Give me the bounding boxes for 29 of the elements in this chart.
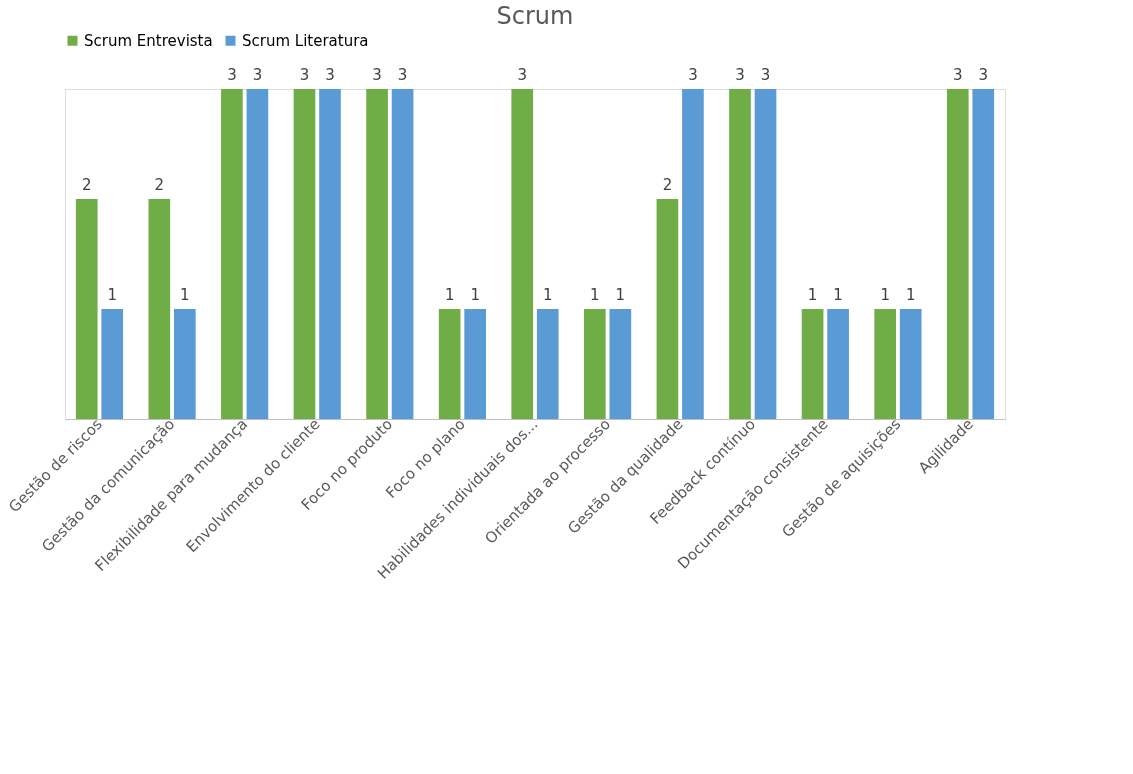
data-label: 3 [760,66,771,84]
data-label: 2 [81,176,92,194]
data-label: 1 [542,286,553,304]
data-label: 1 [444,286,455,304]
data-label: 3 [517,66,528,84]
data-label: 3 [227,66,237,84]
data-label: 3 [252,66,263,84]
data-label: 3 [735,66,745,84]
chart-title: Scrum [496,2,574,30]
data-label: 3 [953,66,963,84]
data-label: 1 [590,286,600,304]
data-label: 3 [978,66,989,84]
data-label: 1 [470,286,480,304]
data-label: 2 [154,176,165,194]
legend-label: Scrum Entrevista [84,31,213,50]
data-label: 1 [833,286,843,304]
data-label: 3 [397,66,408,84]
data-label: 3 [372,66,382,84]
data-label: 1 [107,286,117,304]
data-label: 1 [807,286,818,304]
data-label: 1 [880,286,890,304]
data-label: 3 [299,66,310,84]
data-label: 1 [905,286,916,304]
data-label: 3 [688,66,698,84]
data-label: 3 [325,66,335,84]
legend-label: Scrum Literatura [242,31,369,50]
data-label: 2 [662,176,673,194]
data-label: 1 [615,286,626,304]
data-label: 1 [180,286,190,304]
